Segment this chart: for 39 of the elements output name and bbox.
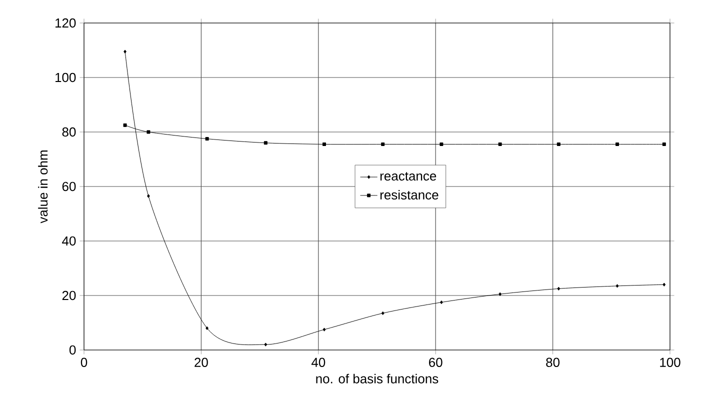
point [616,284,619,288]
y-axis-title: value in ohm [38,150,48,224]
point [264,342,268,346]
y-tick-label: 80 [62,127,76,137]
point [147,194,150,198]
point [662,282,666,286]
x-tick-label: 0 [80,358,88,367]
y-tick-label: 100 [56,72,76,82]
point [616,142,619,146]
point [381,142,385,146]
point [440,300,443,304]
x-axis-title: no. of basis functions [316,374,438,384]
legend-label: reactance [380,172,436,181]
y-tick-label: 60 [62,182,76,192]
point [556,142,560,146]
x-tick-label: 20 [194,358,208,367]
y-tick-label: 0 [69,345,76,355]
point [662,142,666,146]
y-tick-label: 40 [62,236,76,246]
point [146,130,150,134]
point [206,326,209,330]
legend-label: resistance [380,190,438,200]
point [557,286,560,291]
x-tick-label: 100 [660,358,680,367]
point [205,137,209,141]
point [498,292,502,296]
x-tick-label: 40 [311,358,326,367]
point [381,311,384,316]
point [322,142,326,146]
x-tick-label: 60 [429,358,442,367]
point [124,50,126,54]
point [440,142,444,146]
y-tick-label: 120 [56,18,76,28]
point [322,328,326,332]
point [264,141,268,145]
point [123,123,127,127]
point [498,142,502,146]
x-tick-label: 80 [546,358,560,367]
y-tick-label: 20 [62,290,76,300]
